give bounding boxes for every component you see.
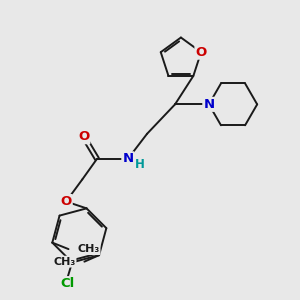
Text: CH₃: CH₃ (77, 244, 100, 254)
Text: O: O (61, 195, 72, 208)
Text: N: N (122, 152, 134, 165)
Text: CH₃: CH₃ (53, 256, 76, 267)
Text: O: O (196, 46, 207, 59)
Text: H: H (135, 158, 145, 171)
Text: O: O (78, 130, 89, 143)
Text: Cl: Cl (61, 277, 75, 290)
Text: N: N (203, 98, 214, 111)
